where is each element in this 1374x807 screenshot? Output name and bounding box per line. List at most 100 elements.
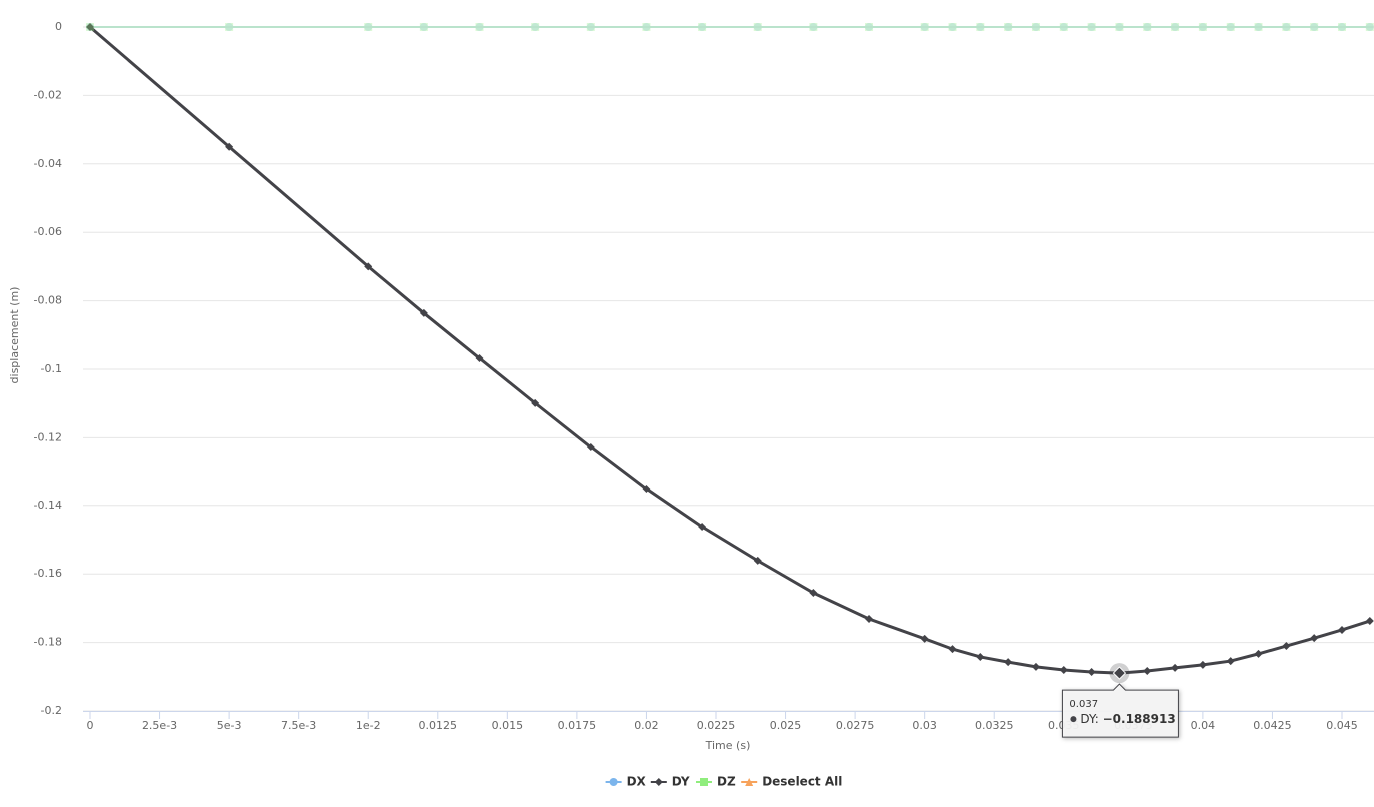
data-point xyxy=(1059,23,1068,31)
legend-symbol xyxy=(609,778,618,786)
data-point xyxy=(1365,617,1374,626)
data-point xyxy=(86,23,94,31)
series-dx xyxy=(86,23,1374,31)
tooltip-value: −0.188913 xyxy=(1103,712,1176,726)
data-point xyxy=(1198,23,1207,31)
data-point xyxy=(1031,23,1040,31)
data-point xyxy=(1365,23,1374,31)
data-point xyxy=(419,23,428,31)
x-tick-label: 2.5e-3 xyxy=(142,719,177,732)
data-point xyxy=(364,23,373,31)
data-point xyxy=(1254,23,1263,31)
tooltip-box xyxy=(1061,683,1179,738)
data-point xyxy=(1087,23,1096,31)
x-tick-label: 0.015 xyxy=(492,719,524,732)
data-point xyxy=(1087,23,1096,31)
data-point xyxy=(753,23,762,31)
data-point xyxy=(1004,23,1013,31)
data-point xyxy=(1254,649,1263,658)
tooltip-sep: : xyxy=(1095,712,1103,726)
series-line xyxy=(89,25,1371,675)
data-point xyxy=(1310,634,1319,643)
data-point xyxy=(865,23,874,31)
data-point xyxy=(1310,23,1319,31)
data-point xyxy=(1282,23,1291,31)
x-tick-label: 0.045 xyxy=(1326,719,1358,732)
data-point xyxy=(642,485,651,494)
legend-item[interactable]: DZ xyxy=(696,775,736,789)
data-point xyxy=(976,23,985,31)
legend-item[interactable]: DY xyxy=(650,775,690,789)
legend-text: DY xyxy=(672,775,690,789)
x-tick-label: 0.0275 xyxy=(836,719,875,732)
data-point xyxy=(865,615,874,624)
y-tick-label: -0.18 xyxy=(34,636,62,649)
legend-item[interactable]: DX xyxy=(605,775,647,789)
data-point xyxy=(1282,642,1291,651)
data-point xyxy=(1171,23,1180,31)
legend-text: DX xyxy=(627,775,647,789)
data-point xyxy=(586,23,595,31)
tooltip-series: DY xyxy=(1080,712,1097,726)
legend-item[interactable]: Deselect All xyxy=(741,775,842,789)
x-tick-label: 0.0425 xyxy=(1253,719,1292,732)
data-point xyxy=(809,23,818,31)
x-tick-label: 0.04 xyxy=(1191,719,1216,732)
x-tick-label: 0.0225 xyxy=(697,719,736,732)
data-point xyxy=(586,23,595,31)
data-point xyxy=(225,23,234,31)
data-point xyxy=(1338,23,1347,31)
y-tick-label: 0 xyxy=(55,20,62,33)
data-point xyxy=(1143,23,1152,31)
tooltip-header: 0.037 xyxy=(1069,699,1098,710)
tooltip-dot xyxy=(1070,716,1077,723)
data-point xyxy=(1004,658,1013,667)
data-point xyxy=(1115,23,1124,31)
y-tick-label: -0.12 xyxy=(34,430,62,443)
y-tick-label: -0.06 xyxy=(34,225,62,238)
y-tick-label: -0.04 xyxy=(34,157,62,170)
data-point xyxy=(364,23,373,31)
data-point xyxy=(1059,665,1068,674)
data-point xyxy=(698,23,707,31)
x-tick-label: 5e-3 xyxy=(217,719,242,732)
data-point xyxy=(364,262,373,271)
x-tick-label: 0.025 xyxy=(770,719,802,732)
tooltip-body: DY: −0.188913 xyxy=(1080,712,1175,726)
data-point xyxy=(1338,625,1347,634)
y-tick-label: -0.2 xyxy=(41,704,62,717)
data-point xyxy=(1031,23,1040,31)
data-point xyxy=(1198,660,1207,669)
data-point xyxy=(225,142,234,151)
x-tick-label: 0.0325 xyxy=(975,719,1014,732)
data-point xyxy=(642,23,651,31)
x-tick-label: 0.0175 xyxy=(558,719,597,732)
data-point xyxy=(1031,662,1040,671)
x-tick-label: 0.0125 xyxy=(419,719,458,732)
data-point xyxy=(475,354,484,363)
data-point xyxy=(1365,23,1374,31)
tooltip: 0.037 DY: −0.188913 xyxy=(1061,683,1179,738)
data-point xyxy=(948,23,957,31)
series-dz xyxy=(86,23,1374,31)
data-point xyxy=(920,23,929,31)
data-point xyxy=(531,23,540,31)
data-point xyxy=(976,652,985,661)
x-tick-label: 0 xyxy=(87,719,94,732)
y-tick-label: -0.08 xyxy=(34,294,62,307)
data-point xyxy=(1143,666,1152,675)
data-point xyxy=(920,23,929,31)
data-point xyxy=(1171,663,1180,672)
data-point xyxy=(1087,668,1096,677)
x-tick-label: 1e-2 xyxy=(356,719,381,732)
data-point xyxy=(976,23,985,31)
data-point xyxy=(809,23,818,31)
data-point xyxy=(753,556,762,565)
x-axis-title: Time (s) xyxy=(705,739,751,752)
legend: DX DY DZ Deselect All xyxy=(605,775,842,789)
legend-symbol xyxy=(654,778,663,786)
data-point xyxy=(531,23,540,31)
y-tick-label: -0.16 xyxy=(34,567,62,580)
y-tick-label: -0.1 xyxy=(41,362,62,375)
